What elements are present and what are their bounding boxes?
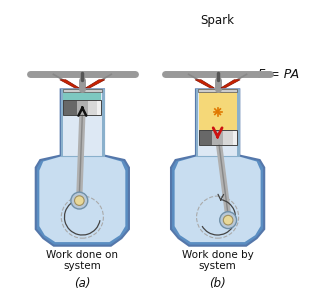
Polygon shape (60, 80, 79, 88)
Bar (88, 100, 98, 115)
Text: F = PA: F = PA (258, 68, 299, 81)
Bar (64, 89, 101, 100)
Bar (237, 89, 239, 156)
Polygon shape (175, 93, 260, 242)
Bar (196, 89, 239, 156)
Polygon shape (39, 93, 125, 242)
Bar (63, 89, 102, 92)
Bar (61, 89, 63, 156)
Bar (63, 89, 102, 156)
Bar (199, 130, 212, 145)
Circle shape (220, 212, 237, 229)
Bar (199, 130, 237, 145)
Polygon shape (171, 89, 264, 246)
Bar (64, 100, 77, 115)
Polygon shape (86, 80, 105, 88)
Bar (233, 130, 237, 145)
Text: system: system (199, 261, 237, 271)
Bar (212, 130, 223, 145)
Text: system: system (64, 261, 101, 271)
Text: (b): (b) (209, 277, 226, 290)
Text: (a): (a) (74, 277, 91, 290)
Bar (196, 89, 198, 156)
Bar (223, 130, 233, 145)
Bar (64, 100, 101, 115)
Circle shape (223, 215, 233, 225)
Bar (77, 100, 88, 115)
Text: Work done on: Work done on (46, 249, 118, 260)
Text: Spark: Spark (201, 14, 235, 27)
Polygon shape (36, 89, 129, 246)
Bar (98, 100, 101, 115)
Bar (102, 89, 104, 156)
Bar (199, 89, 237, 130)
Polygon shape (195, 80, 214, 88)
Circle shape (75, 196, 84, 205)
Polygon shape (221, 80, 240, 88)
Bar (198, 89, 237, 156)
Circle shape (71, 192, 88, 209)
Bar (61, 89, 104, 156)
Bar (198, 89, 237, 92)
Text: Work done by: Work done by (182, 249, 253, 260)
